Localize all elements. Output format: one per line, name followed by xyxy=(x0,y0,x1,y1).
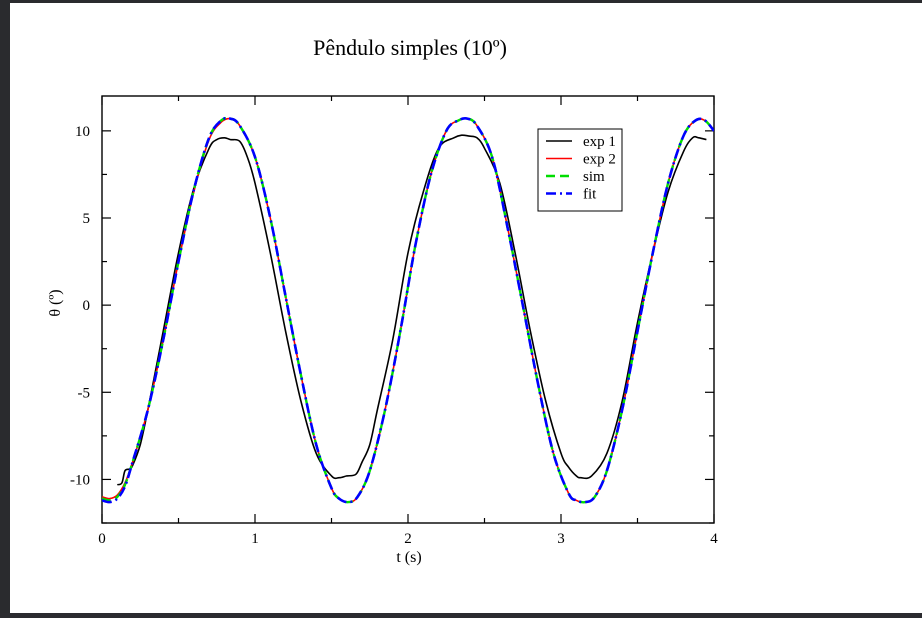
y-tick-label: -10 xyxy=(70,472,90,488)
x-tick-label: 4 xyxy=(710,531,718,547)
series-line-fit xyxy=(102,116,714,504)
x-tick-label: 2 xyxy=(404,531,412,547)
chart-canvas: Pêndulo simples (10º) 0 1 2 3 4 -10 -5 0 5 10 exp … xyxy=(10,3,922,613)
y-tick-label: 10 xyxy=(75,124,90,140)
x-tick-label: 1 xyxy=(251,531,259,547)
legend-box xyxy=(537,128,623,212)
x-axis-label: t (s) xyxy=(396,549,421,566)
legend-label: exp 2 xyxy=(583,152,616,168)
y-tick-label: 0 xyxy=(83,298,91,314)
x-tick-label: 0 xyxy=(98,531,106,547)
series-line-sim xyxy=(102,116,714,504)
chart-title: Pêndulo simples (10º) xyxy=(313,35,507,60)
y-tick-label: 5 xyxy=(83,211,91,227)
legend-label: exp 1 xyxy=(583,134,616,150)
y-tick-label: -5 xyxy=(78,385,91,401)
series-line-exp-1 xyxy=(117,134,707,486)
legend-label: fit xyxy=(583,187,597,203)
pendulum-chart: Pêndulo simples (10º) 0 1 2 3 4 -10 -5 0 5 10 exp … xyxy=(47,35,718,566)
y-axis-label: θ (º) xyxy=(47,289,64,316)
x-tick-label: 3 xyxy=(557,531,565,547)
legend-label: sim xyxy=(583,169,605,185)
